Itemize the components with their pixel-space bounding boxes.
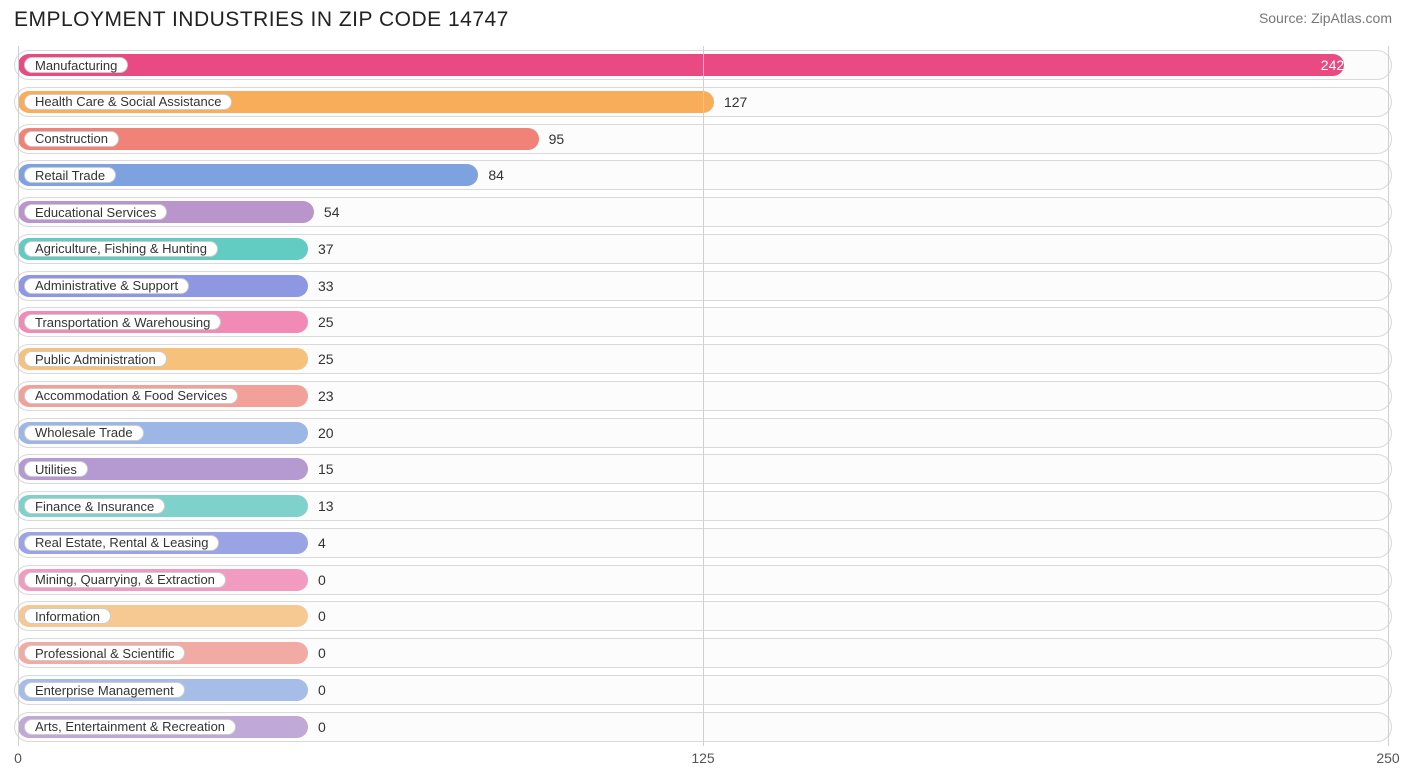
- x-tick-label: 125: [691, 750, 714, 766]
- bar-category-label: Accommodation & Food Services: [24, 388, 238, 404]
- bar-value-label: 127: [724, 87, 747, 117]
- chart-source: Source: ZipAtlas.com: [1259, 8, 1392, 26]
- bar-value-label: 84: [488, 160, 504, 190]
- bar-category-label: Enterprise Management: [24, 682, 185, 698]
- plot-area: Manufacturing242Health Care & Social Ass…: [14, 46, 1392, 746]
- bar-value-label: 37: [318, 234, 334, 264]
- employment-chart: EMPLOYMENT INDUSTRIES IN ZIP CODE 14747 …: [0, 0, 1406, 776]
- chart-header: EMPLOYMENT INDUSTRIES IN ZIP CODE 14747 …: [14, 8, 1392, 40]
- x-axis: 0125250: [14, 748, 1392, 772]
- bar-category-label: Agriculture, Fishing & Hunting: [24, 241, 218, 257]
- x-tick-label: 250: [1376, 750, 1399, 766]
- bar-value-label: 25: [318, 344, 334, 374]
- gridline: [703, 46, 704, 746]
- bar-category-label: Real Estate, Rental & Leasing: [24, 535, 219, 551]
- bar-value-label: 13: [318, 491, 334, 521]
- bar-value-label: 23: [318, 381, 334, 411]
- bar-value-label: 33: [318, 271, 334, 301]
- chart-title: EMPLOYMENT INDUSTRIES IN ZIP CODE 14747: [14, 8, 509, 32]
- bar-category-label: Health Care & Social Assistance: [24, 94, 232, 110]
- bar-category-label: Wholesale Trade: [24, 425, 144, 441]
- bar-value-label: 4: [318, 528, 326, 558]
- bar-value-label: 0: [318, 675, 326, 705]
- bar-value-label: 25: [318, 307, 334, 337]
- bar-category-label: Public Administration: [24, 351, 167, 367]
- bar-value-label: 0: [318, 601, 326, 631]
- bar-category-label: Mining, Quarrying, & Extraction: [24, 572, 226, 588]
- gridline: [18, 46, 19, 746]
- bar-value-label: 20: [318, 418, 334, 448]
- bar-category-label: Professional & Scientific: [24, 645, 185, 661]
- bar-value-label: 0: [318, 712, 326, 742]
- bar-category-label: Construction: [24, 131, 119, 147]
- bar-category-label: Administrative & Support: [24, 278, 189, 294]
- bar-category-label: Utilities: [24, 461, 88, 477]
- bar-value-label: 0: [318, 565, 326, 595]
- gridline: [1388, 46, 1389, 746]
- bar-value-label: 54: [324, 197, 340, 227]
- bar-value-label: 95: [549, 124, 565, 154]
- bar-category-label: Finance & Insurance: [24, 498, 165, 514]
- bar-value-label: 242: [18, 50, 1344, 80]
- bar-category-label: Retail Trade: [24, 167, 116, 183]
- bar-category-label: Information: [24, 608, 111, 624]
- bar-category-label: Arts, Entertainment & Recreation: [24, 719, 236, 735]
- bar-value-label: 0: [318, 638, 326, 668]
- bar-category-label: Educational Services: [24, 204, 167, 220]
- bar-value-label: 15: [318, 454, 334, 484]
- x-tick-label: 0: [14, 750, 22, 766]
- bar-category-label: Transportation & Warehousing: [24, 314, 221, 330]
